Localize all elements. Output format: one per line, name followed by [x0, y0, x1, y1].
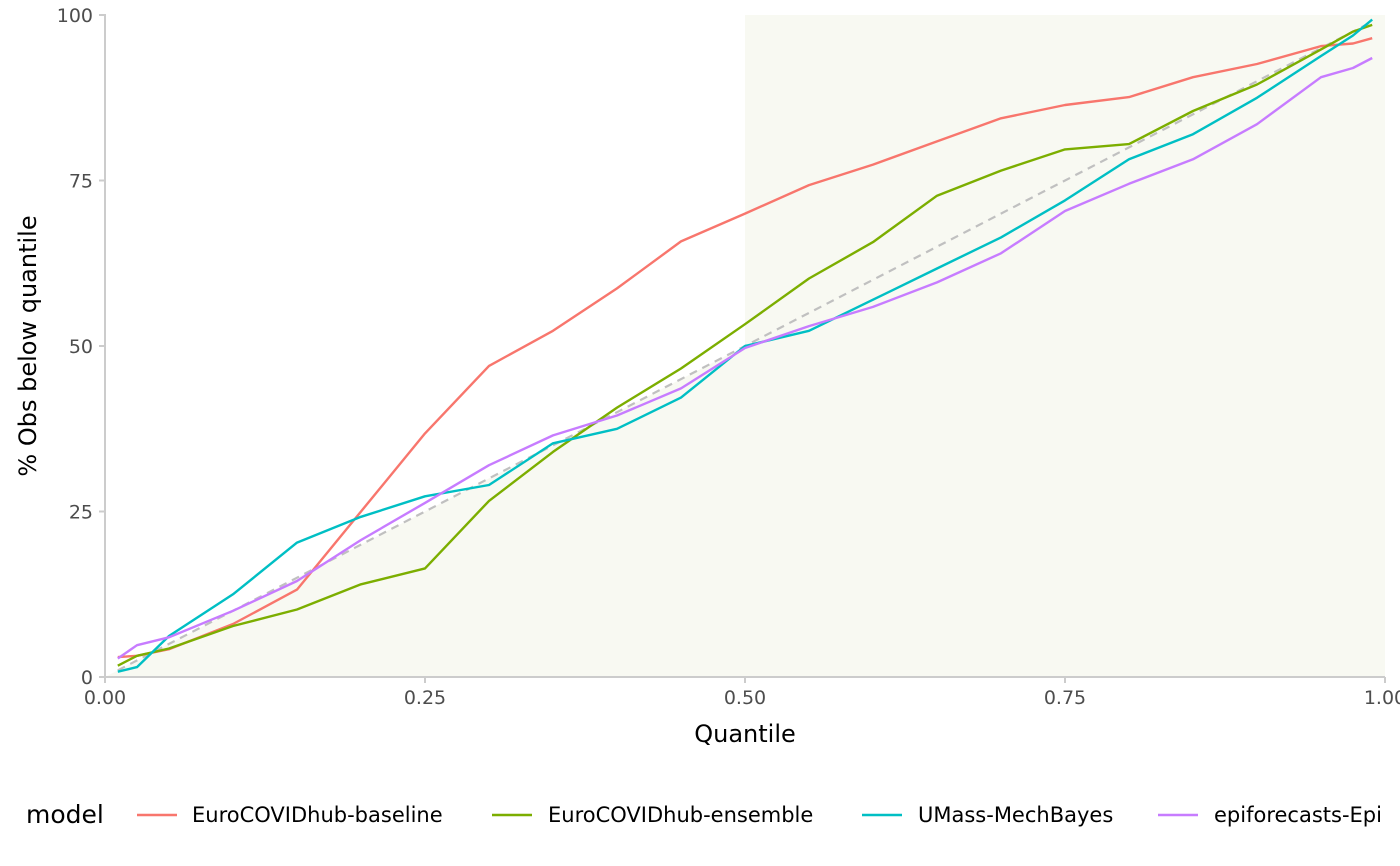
series-lines [117, 18, 1373, 673]
x-tick-label: 0.00 [84, 687, 126, 709]
y-tick-label: 100 [57, 5, 93, 27]
axes: 0.00 0.25 0.50 0.75 1.00 0 25 50 75 100 [57, 5, 1400, 709]
x-tick-label: 0.25 [404, 687, 446, 709]
series-line-1 [117, 23, 1373, 667]
legend-title: model [26, 800, 104, 829]
legend: model EuroCOVIDhub-baseline EuroCOVIDhub-… [26, 800, 1382, 829]
x-tick-label: 0.50 [724, 687, 766, 709]
series-line-2 [117, 18, 1373, 673]
y-tick-label: 0 [81, 667, 93, 689]
shade-upper-rect [745, 15, 1385, 677]
y-tick-label: 75 [69, 171, 93, 193]
x-tick-label: 0.75 [1044, 687, 1086, 709]
x-tick-label: 1.00 [1364, 687, 1400, 709]
legend-label-2: UMass-MechBayes [918, 803, 1113, 827]
x-axis-title: Quantile [694, 720, 796, 748]
y-tick-label: 25 [69, 502, 93, 524]
series-line-0 [117, 37, 1373, 659]
y-tick-label: 50 [69, 336, 93, 358]
legend-label-0: EuroCOVIDhub-baseline [192, 803, 443, 827]
y-axis-title: % Obs below quantile [14, 215, 42, 476]
legend-label-3: epiforecasts-Epi [1214, 803, 1382, 827]
legend-label-1: EuroCOVIDhub-ensemble [548, 803, 813, 827]
series-line-3 [117, 56, 1373, 660]
